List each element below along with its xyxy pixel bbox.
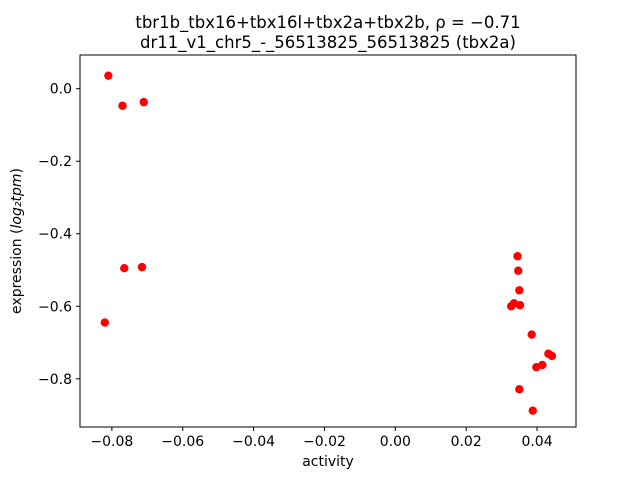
- x-tick-label: −0.02: [303, 434, 346, 450]
- x-tick-label: −0.06: [161, 434, 204, 450]
- plot-area: [79, 54, 577, 428]
- data-point: [532, 362, 541, 372]
- data-point: [100, 318, 110, 327]
- y-tick-label: −0.4: [38, 227, 72, 243]
- data-point: [514, 266, 523, 275]
- plot-title-line1: tbr1b_tbx16+tbx16l+tbx2a+tbx2b, ρ = −0.7…: [135, 13, 520, 33]
- y-axis-label-suffix: ): [9, 168, 25, 173]
- data-point: [104, 71, 113, 80]
- x-axis-ticks: −0.08 −0.06 −0.04 −0.02 0.00 0.02 0.04: [90, 427, 553, 450]
- data-point: [506, 302, 516, 311]
- y-tick-label: −0.6: [38, 299, 72, 315]
- y-tick-label: 0.0: [50, 82, 72, 98]
- x-axis-label: activity: [302, 454, 354, 470]
- scatter-points: [100, 71, 557, 415]
- data-point: [527, 330, 536, 339]
- data-point: [547, 351, 557, 361]
- data-point: [515, 286, 524, 295]
- data-point: [118, 101, 127, 110]
- data-point: [515, 385, 524, 394]
- data-point: [137, 262, 147, 272]
- x-tick-label: 0.04: [521, 434, 552, 450]
- y-axis-label-math: log₂tpm: [9, 174, 25, 229]
- data-point: [120, 263, 129, 273]
- data-point: [528, 406, 537, 415]
- data-point: [515, 300, 525, 310]
- y-axis-ticks: 0.0 −0.2 −0.4 −0.6 −0.8: [38, 82, 80, 388]
- x-tick-label: −0.04: [232, 434, 275, 450]
- x-tick-label: 0.00: [380, 434, 411, 450]
- y-tick-label: −0.8: [38, 372, 72, 388]
- y-tick-label: −0.2: [38, 154, 72, 170]
- y-axis-label: expression (log₂tpm): [9, 168, 25, 314]
- plot-title-line2: dr11_v1_chr5_-_56513825_56513825 (tbx2a): [140, 33, 516, 53]
- x-tick-label: 0.02: [451, 434, 482, 450]
- y-axis-label-prefix: expression (: [9, 229, 25, 314]
- x-tick-label: −0.08: [90, 434, 133, 450]
- data-point: [139, 97, 148, 107]
- data-point: [513, 252, 522, 261]
